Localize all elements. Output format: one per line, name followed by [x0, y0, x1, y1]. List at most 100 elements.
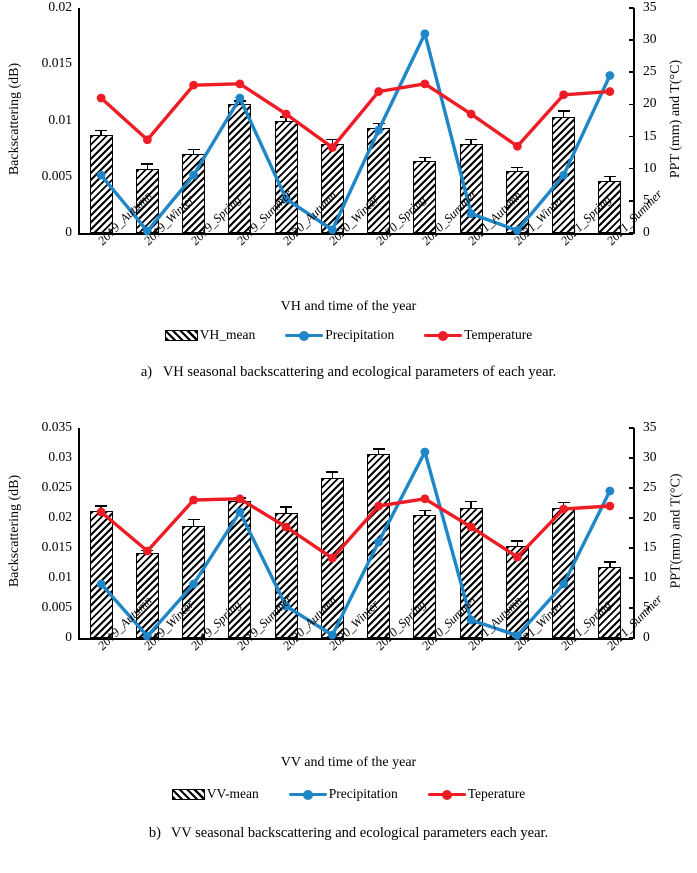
data-point-marker [605, 87, 615, 96]
legend-item[interactable]: Precipitation [288, 786, 398, 802]
data-point-marker [512, 552, 522, 562]
figure-vh: 0 0.005 0.01 0.015 0.02 0 5 10 15 20 25 30 35 Backsca… [0, 0, 697, 415]
data-point-marker [512, 631, 522, 640]
y-axis-right-tick-mark [629, 232, 634, 234]
error-bar-cap [603, 175, 616, 178]
y-axis-right-tick-label: 15 [643, 539, 657, 554]
data-point-marker [559, 579, 569, 589]
y-axis-left-tick-label: 0.01 [48, 111, 72, 127]
data-point-marker [420, 494, 430, 504]
data-point-marker [605, 501, 615, 511]
bar [89, 510, 113, 638]
x-axis-spine [78, 233, 633, 235]
legend-item[interactable]: VH_mean [164, 327, 255, 343]
error-bar-cap [603, 561, 616, 563]
legend-label: Precipitation [325, 327, 395, 342]
data-point-marker [96, 93, 106, 103]
data-point-marker [559, 504, 569, 514]
error-bar-cap [372, 122, 385, 125]
legend-marker-dot-icon [299, 330, 310, 341]
caption-label-a: a) [140, 364, 153, 380]
data-point-marker [281, 109, 291, 119]
data-point-marker [96, 507, 106, 517]
error-bar-cap [465, 500, 478, 503]
bar [228, 501, 252, 638]
y-axis-right-tick-mark [629, 457, 634, 459]
y-axis-left-spine [78, 8, 80, 234]
y-axis-left-tick-label: 0.035 [41, 419, 72, 434]
data-point-marker [512, 141, 522, 151]
error-bar [516, 166, 519, 172]
y-axis-right-tick-label: 0 [643, 629, 650, 644]
line-teperature [99, 497, 612, 560]
legend-line-swatch-icon [427, 788, 466, 800]
data-point-marker [142, 631, 152, 641]
legend-bar-swatch-icon [171, 788, 205, 800]
error-bar [331, 471, 334, 479]
y-axis-right-tick-mark [629, 135, 634, 138]
bar [598, 181, 622, 233]
error-bar [609, 561, 611, 568]
y-axis-left-tick-label: 0.015 [41, 539, 72, 554]
y-axis-right-tick-mark [629, 427, 634, 429]
y-axis-right-spine [633, 428, 635, 639]
y-axis-left-tick-label: 0.025 [41, 479, 72, 494]
y-axis-right-tick-label: 30 [643, 449, 657, 464]
legend-line-swatch-icon [424, 329, 463, 341]
data-point-marker [374, 125, 384, 135]
data-point-marker [466, 615, 476, 625]
legend-item[interactable]: Precipitation [285, 327, 394, 343]
bar [135, 553, 159, 638]
error-bar-cap [326, 138, 339, 141]
legend-label: Temperature [464, 327, 533, 342]
y-axis-left-tick-label: 0.005 [41, 599, 72, 614]
bar [505, 171, 529, 233]
y-axis-right-tick-label: 35 [643, 0, 657, 14]
error-bar-cap [95, 129, 108, 132]
y-axis-left-tick-label: 0.02 [48, 509, 72, 524]
bar [367, 128, 391, 233]
data-point-marker [281, 522, 291, 532]
x-axis-spine [78, 638, 633, 640]
data-point-marker [142, 135, 152, 145]
error-bar [192, 148, 195, 155]
error-bar [285, 506, 287, 513]
legend-item[interactable]: Teperature [427, 786, 525, 802]
error-bar-cap [557, 501, 570, 504]
legend-item[interactable]: VV-mean [171, 786, 259, 802]
x-axis-title-vh: VH and time of the year [280, 299, 417, 314]
data-point-marker [420, 29, 430, 39]
y-axis-right-tick-label: 20 [643, 509, 657, 524]
bar [89, 135, 113, 233]
error-bar-cap [326, 471, 339, 473]
data-point-marker [189, 170, 199, 180]
legend-vh: VH_mean Precipitation Temperature [0, 327, 697, 343]
data-point-marker [189, 579, 199, 589]
y-axis-left-spine [78, 428, 80, 639]
data-point-marker [374, 537, 384, 547]
legend-item[interactable]: Temperature [424, 327, 532, 343]
error-bar [562, 110, 565, 118]
data-point-marker [142, 226, 152, 236]
data-point-marker [559, 170, 569, 180]
y-axis-right-spine [633, 8, 635, 234]
x-axis-title-vv: VV and time of the year [280, 755, 417, 770]
error-bar [424, 156, 426, 161]
line-series-layer [96, 29, 615, 236]
bar [598, 567, 622, 638]
y-axis-left-tick-label: 0.03 [48, 449, 72, 464]
y-axis-right-tick-mark [629, 487, 634, 489]
bar [320, 144, 344, 233]
figure-caption-vh: a) VH seasonal backscattering and ecologi… [0, 364, 697, 381]
data-point-marker [466, 209, 476, 219]
y-axis-right-tick-mark [629, 71, 634, 73]
y-axis-left-tick-label: 0.015 [41, 55, 72, 71]
bar [274, 512, 298, 638]
data-point-marker [235, 93, 245, 103]
error-bar-cap [372, 448, 385, 450]
legend-line-swatch-icon [288, 788, 327, 800]
bar [505, 545, 529, 638]
data-point-marker [189, 495, 199, 505]
caption-label-b: b) [148, 825, 161, 841]
